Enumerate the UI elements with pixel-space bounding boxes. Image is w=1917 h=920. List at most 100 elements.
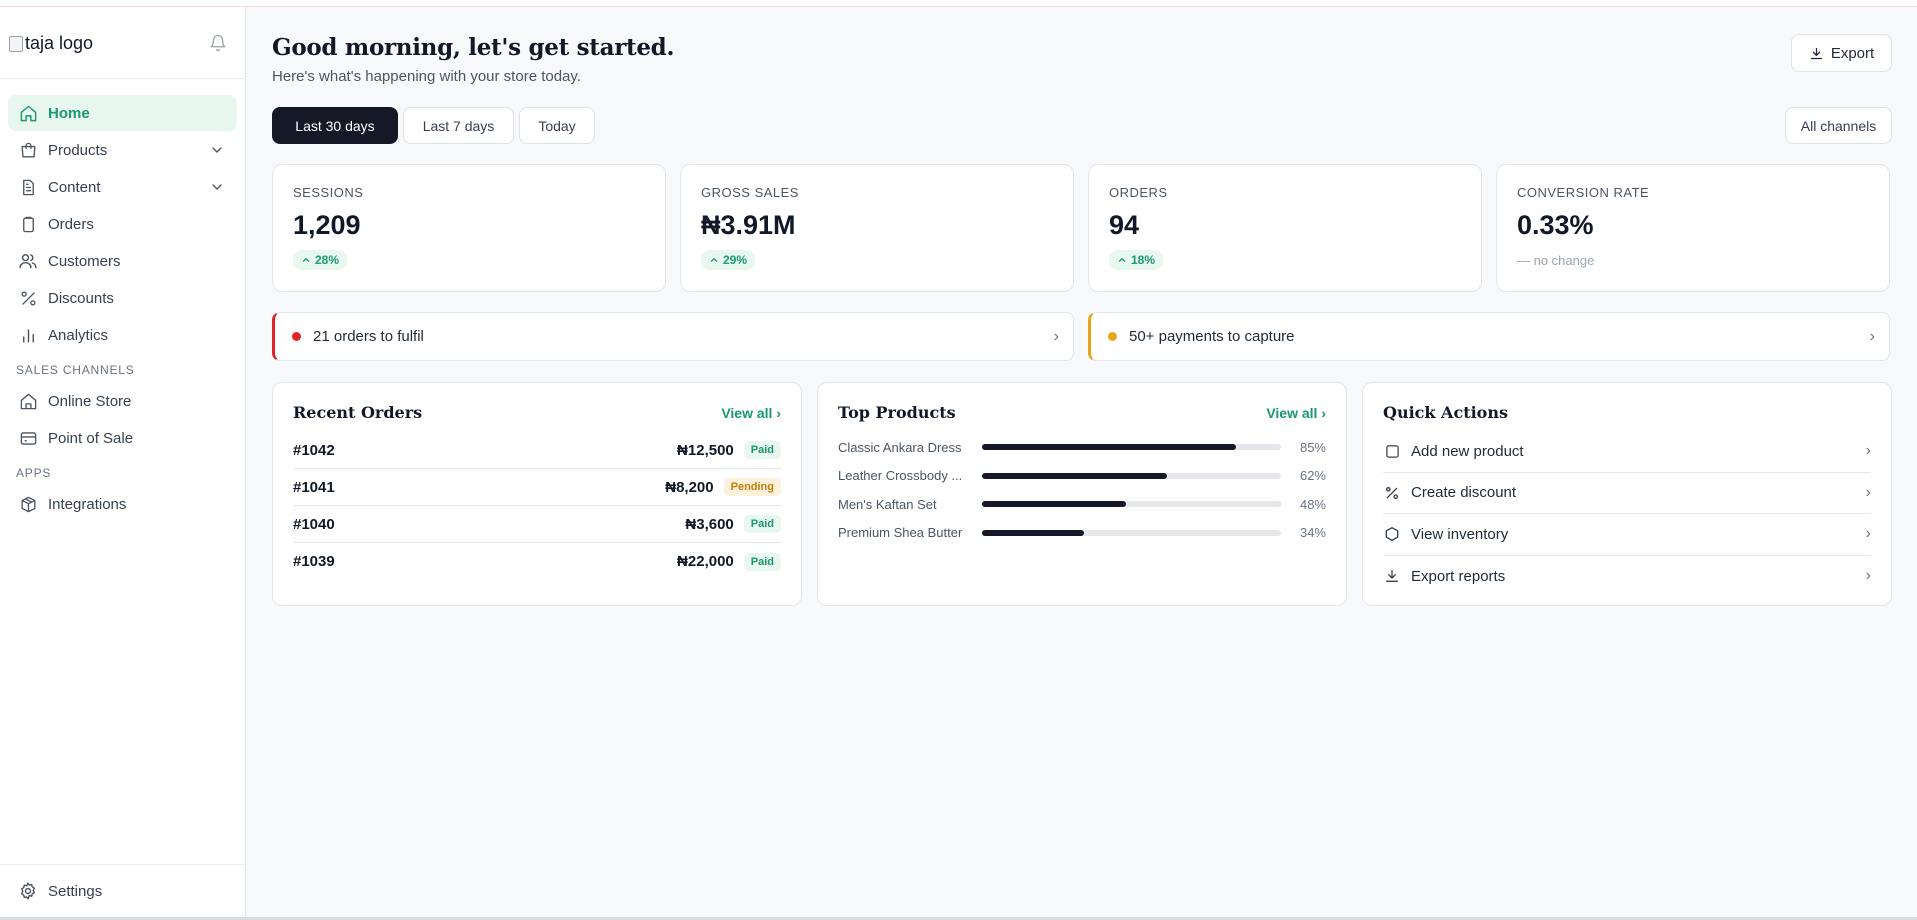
- table-row[interactable]: #1042 ₦12,500 Paid: [293, 432, 781, 469]
- sidebar-item-products[interactable]: Products: [8, 132, 237, 168]
- sidebar-item-orders[interactable]: Orders: [8, 206, 237, 242]
- alert-orders-to-fulfil[interactable]: 21 orders to fulfil ›: [272, 312, 1074, 361]
- kpi-label: SESSIONS: [293, 185, 364, 200]
- range-last-30-days[interactable]: Last 30 days: [272, 107, 398, 144]
- gear-icon: [18, 881, 38, 901]
- sidebar-item-home[interactable]: Home: [8, 95, 237, 131]
- add-new-product-action[interactable]: Add new product ›: [1383, 431, 1871, 473]
- progress-fill: [982, 529, 1084, 536]
- top-border: [0, 0, 1917, 7]
- sidebar-item-label: Products: [48, 141, 108, 159]
- progress-track: [982, 501, 1281, 508]
- order-amount: ₦3,600: [685, 515, 734, 533]
- square-icon: [1383, 442, 1401, 460]
- create-discount-action[interactable]: Create discount ›: [1383, 473, 1871, 514]
- progress-track: [982, 529, 1281, 536]
- kpi-value: 1,209: [293, 210, 361, 240]
- kpi-label: GROSS SALES: [701, 185, 799, 200]
- clipboard-icon: [18, 214, 38, 234]
- product-percent: 34%: [1299, 525, 1326, 541]
- progress-track: [982, 472, 1281, 479]
- progress-fill: [982, 472, 1168, 479]
- sidebar-item-label: Discounts: [48, 289, 114, 307]
- status-dot: [1108, 332, 1117, 341]
- sidebar-item-content[interactable]: Content: [8, 169, 237, 205]
- delta-text: — no change: [1517, 253, 1595, 268]
- sidebar-item-customers[interactable]: Customers: [8, 243, 237, 279]
- range-last-7-days[interactable]: Last 7 days: [403, 107, 514, 144]
- product-name: Classic Ankara Dress: [838, 439, 962, 455]
- kpi-card-conversion-rate: CONVERSION RATE 0.33% — no change: [1496, 164, 1890, 292]
- status-badge: Pending: [723, 478, 781, 496]
- range-today[interactable]: Today: [519, 107, 595, 144]
- chevron-right-icon: ›: [1869, 328, 1875, 345]
- action-label: Create discount: [1411, 484, 1517, 502]
- order-amount: ₦8,200: [665, 478, 714, 496]
- kpi-label: CONVERSION RATE: [1517, 185, 1650, 200]
- action-label: Add new product: [1411, 442, 1524, 460]
- logo[interactable]: taja logo: [9, 33, 93, 54]
- kpi-value: 0.33%: [1517, 210, 1594, 240]
- kpi-value: 94: [1109, 210, 1140, 240]
- bar-chart-icon: [18, 325, 38, 345]
- table-row[interactable]: #1041 ₦8,200 Pending: [293, 469, 781, 506]
- kpi-card-orders: ORDERS 94 18%: [1088, 164, 1482, 292]
- alert-payments-to-capture[interactable]: 50+ payments to capture ›: [1088, 312, 1890, 361]
- product-name: Leather Crossbody ...: [838, 468, 963, 484]
- sidebar-item-label: Customers: [48, 252, 121, 270]
- sidebar-item-integrations[interactable]: Integrations: [8, 486, 237, 522]
- sidebar-nav: Home Products Content Orders: [0, 79, 245, 522]
- export-button[interactable]: Export: [1791, 34, 1892, 72]
- delta-value: 18%: [1131, 253, 1156, 267]
- document-icon: [18, 177, 38, 197]
- chevron-down-icon[interactable]: [209, 179, 225, 195]
- chevron-down-icon[interactable]: [209, 142, 225, 158]
- status-badge: Paid: [743, 441, 781, 459]
- list-item[interactable]: Leather Crossbody ... 62%: [838, 462, 1326, 491]
- apps-heading: APPS: [16, 466, 52, 480]
- page-title: Good morning, let's get started.: [272, 34, 675, 61]
- kpi-row: SESSIONS 1,209 28% GROSS SALES ₦3.91M 29…: [272, 164, 1890, 292]
- export-label: Export: [1830, 44, 1875, 62]
- sidebar-item-point-of-sale[interactable]: Point of Sale: [8, 420, 237, 456]
- chevron-right-icon: ›: [1865, 442, 1871, 459]
- logo-alt-text: taja logo: [25, 33, 94, 53]
- sidebar-item-label: Point of Sale: [48, 429, 134, 447]
- product-percent: 85%: [1299, 439, 1326, 455]
- sidebar-item-label: Analytics: [48, 326, 109, 344]
- list-item[interactable]: Classic Ankara Dress 85%: [838, 433, 1326, 462]
- sidebar-item-discounts[interactable]: Discounts: [8, 280, 237, 316]
- quick-actions-card: Quick Actions Add new product › Create d…: [1362, 382, 1892, 606]
- sidebar-item-label: Integrations: [48, 495, 127, 513]
- top-products-card: Top Products View all › Classic Ankara D…: [817, 382, 1347, 606]
- download-icon: [1809, 46, 1824, 61]
- export-reports-action[interactable]: Export reports ›: [1383, 556, 1871, 598]
- alert-text: 50+ payments to capture: [1129, 328, 1295, 345]
- channels-dropdown[interactable]: All channels: [1785, 107, 1892, 144]
- view-all-orders-link[interactable]: View all ›: [721, 405, 781, 421]
- table-row[interactable]: #1039 ₦22,000 Paid: [293, 543, 781, 580]
- table-row[interactable]: #1040 ₦3,600 Paid: [293, 506, 781, 543]
- sidebar-item-label: Content: [48, 178, 101, 196]
- download-icon: [1383, 567, 1401, 585]
- kpi-card-sessions: SESSIONS 1,209 28%: [272, 164, 666, 292]
- sidebar-item-settings[interactable]: Settings: [0, 864, 245, 917]
- sidebar-item-label: Online Store: [48, 392, 132, 410]
- view-inventory-action[interactable]: View inventory ›: [1383, 514, 1871, 556]
- status-badge: Paid: [743, 515, 781, 533]
- chevron-right-icon: ›: [1865, 566, 1871, 584]
- users-icon: [18, 251, 38, 271]
- bottom-border: [0, 917, 1917, 920]
- sidebar-item-analytics[interactable]: Analytics: [8, 317, 237, 353]
- status-dot: [292, 332, 301, 341]
- bell-icon[interactable]: [209, 34, 227, 52]
- delta-value: 28%: [315, 253, 340, 267]
- view-all-products-link[interactable]: View all ›: [1266, 405, 1326, 421]
- kpi-card-gross-sales: GROSS SALES ₦3.91M 29%: [680, 164, 1074, 292]
- alert-text: 21 orders to fulfil: [313, 328, 424, 345]
- product-percent: 62%: [1299, 468, 1326, 484]
- pos-icon: [18, 428, 38, 448]
- sidebar-item-online-store[interactable]: Online Store: [8, 383, 237, 419]
- list-item[interactable]: Premium Shea Butter 34%: [838, 519, 1326, 548]
- list-item[interactable]: Men's Kaftan Set 48%: [838, 490, 1326, 519]
